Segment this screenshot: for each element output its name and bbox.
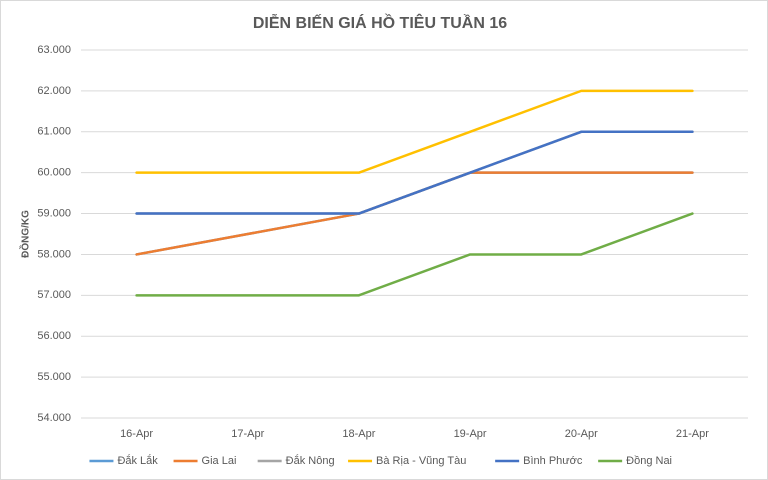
- y-tick-label: 56.000: [37, 330, 71, 342]
- y-axis-label: ĐỒNG/KG: [19, 210, 32, 258]
- legend-label: Đắk Lắk: [117, 454, 158, 467]
- legend-label: Đắk Nông: [286, 454, 335, 467]
- y-tick-label: 62.000: [37, 85, 71, 97]
- legend-label: Bà Rịa - Vũng Tàu: [376, 455, 466, 467]
- y-tick-label: 63.000: [37, 44, 71, 56]
- y-tick-label: 60.000: [37, 167, 71, 179]
- y-tick-label: 57.000: [37, 289, 71, 301]
- legend-label: Gia Lai: [202, 455, 237, 467]
- x-tick-label: 19-Apr: [454, 428, 487, 440]
- series-line: [135, 212, 694, 297]
- series-line: [135, 89, 694, 174]
- x-tick-label: 17-Apr: [231, 428, 264, 440]
- y-tick-label: 61.000: [37, 126, 71, 138]
- legend-label: Đồng Nai: [626, 455, 672, 467]
- x-tick-label: 18-Apr: [342, 428, 375, 440]
- chart-title: DIỄN BIẾN GIÁ HỒ TIÊU TUẦN 16: [253, 13, 507, 32]
- y-tick-label: 55.000: [37, 371, 71, 383]
- x-tick-label: 21-Apr: [676, 428, 709, 440]
- legend-label: Bình Phước: [523, 455, 583, 467]
- y-tick-label: 54.000: [37, 412, 71, 424]
- series-line: [135, 130, 694, 215]
- x-tick-label: 20-Apr: [565, 428, 598, 440]
- y-tick-label: 58.000: [37, 248, 71, 260]
- y-tick-label: 59.000: [37, 207, 71, 219]
- x-tick-label: 16-Apr: [120, 428, 153, 440]
